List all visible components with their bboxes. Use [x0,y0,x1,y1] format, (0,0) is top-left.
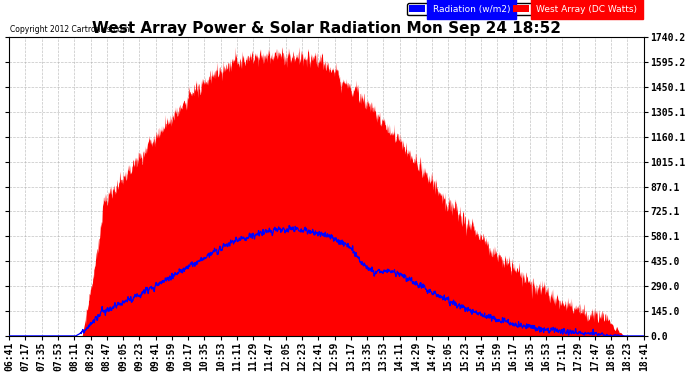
Legend: Radiation (w/m2), West Array (DC Watts): Radiation (w/m2), West Array (DC Watts) [407,3,639,15]
Text: Copyright 2012 Cartronics.com: Copyright 2012 Cartronics.com [10,25,130,34]
Title: West Array Power & Solar Radiation Mon Sep 24 18:52: West Array Power & Solar Radiation Mon S… [92,21,561,36]
